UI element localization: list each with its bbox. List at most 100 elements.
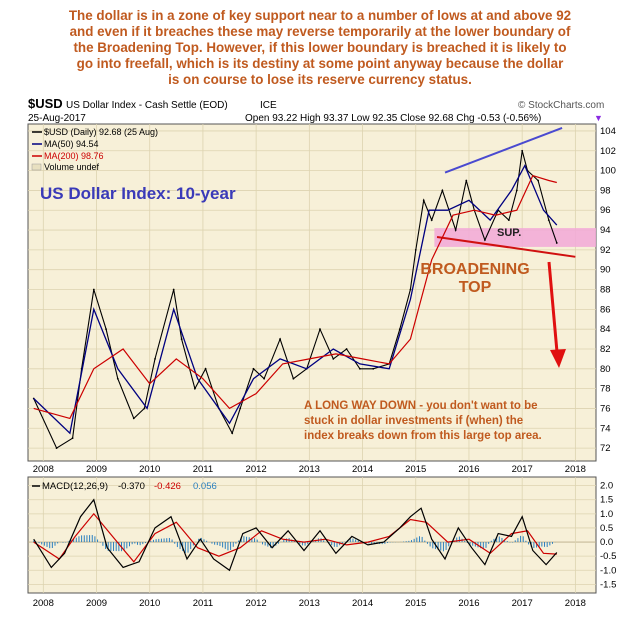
- macd-year-tick-label: 2015: [405, 598, 426, 609]
- chart-title: US Dollar Index: 10-year: [40, 184, 236, 203]
- price-point: [154, 357, 156, 360]
- price-point: [414, 248, 417, 251]
- price-point: [398, 328, 401, 331]
- top-annotation: The dollar is in a zone of key support n…: [40, 8, 600, 88]
- year-tick-label: 2011: [193, 464, 213, 475]
- year-tick-label: 2008: [33, 464, 54, 475]
- macd-tick-label: 0.0: [600, 537, 613, 548]
- price-point: [263, 377, 266, 380]
- index-name: US Dollar Index - Cash Settle (EOD): [66, 100, 228, 111]
- macd-signal-value: -0.426: [154, 481, 181, 492]
- price-point: [484, 239, 486, 241]
- price-point: [132, 417, 135, 420]
- price-point: [409, 288, 412, 291]
- macd-year-tick-label: 2010: [139, 598, 160, 609]
- date-label: 25-Aug-2017: [28, 113, 86, 124]
- price-point: [116, 377, 119, 380]
- annotation-line: go into freefall, which is its destiny a…: [76, 56, 564, 71]
- macd-year-tick-label: 2012: [246, 598, 267, 609]
- price-point: [422, 199, 425, 202]
- price-point: [465, 179, 468, 182]
- macd-tick-label: 1.0: [600, 509, 613, 520]
- symbol-label: $USD: [28, 96, 63, 111]
- year-tick-label: 2016: [458, 464, 479, 475]
- macd-tick-label: 1.5: [600, 495, 613, 506]
- price-tick-label: 78: [600, 384, 611, 395]
- price-point: [430, 219, 433, 222]
- macd-hist-value: 0.056: [193, 481, 217, 492]
- macd-year-tick-label: 2016: [458, 598, 479, 609]
- price-panel-background: [27, 123, 597, 462]
- macd-series: [33, 498, 558, 572]
- price-point: [55, 447, 58, 449]
- legend: $USD (Daily) 92.68 (25 Aug) MA(50) 94.54…: [31, 127, 158, 172]
- price-point: [71, 437, 74, 440]
- price-tick-label: 102: [600, 146, 616, 157]
- price-point: [454, 229, 457, 231]
- price-tick-label: 72: [600, 443, 611, 454]
- price-tick-label: 98: [600, 185, 611, 196]
- macd-year-tick-label: 2018: [565, 598, 586, 609]
- macd-tick-label: -1.0: [600, 565, 616, 576]
- macd-year-tick-label: 2017: [512, 598, 533, 609]
- price-point: [515, 189, 518, 192]
- macd-year-tick-label: 2009: [86, 598, 107, 609]
- macd-tick-label: 0.5: [600, 523, 613, 534]
- price-tick-label: 74: [600, 423, 611, 434]
- annotation-line: the Broadening Top. However, if this low…: [73, 40, 567, 55]
- macd-value: -0.370: [118, 481, 145, 492]
- series-line-usd: [33, 150, 558, 449]
- price-tick-label: 86: [600, 304, 611, 315]
- year-tick-label: 2015: [405, 464, 426, 475]
- price-point: [358, 367, 361, 370]
- macd-year-axis: 2008 2009 2010 2011 2012 2013 2014 2015 2016 2017…: [33, 598, 586, 609]
- down-marker-icon: ▼: [594, 113, 603, 123]
- price-point: [204, 367, 207, 370]
- price-point: [105, 328, 107, 331]
- macd-panel-background: [27, 476, 597, 594]
- price-point: [231, 432, 234, 435]
- year-axis: 2008 2009 2010 2011 2012 2013 2014 2015 2016 2017…: [33, 464, 586, 475]
- price-point: [92, 288, 95, 291]
- year-tick-label: 2014: [352, 464, 373, 475]
- price-point: [537, 179, 540, 182]
- price-point: [521, 149, 524, 152]
- price-point: [172, 288, 175, 291]
- price-point: [239, 407, 242, 410]
- price-tick-label: 90: [600, 265, 611, 276]
- price-tick-label: 82: [600, 344, 611, 355]
- price-point: [555, 242, 558, 244]
- price-tick-label: 94: [600, 225, 611, 236]
- comment-line3: index breaks down from this large top ar…: [304, 430, 542, 442]
- price-tick-label: 96: [600, 205, 611, 216]
- support-label: SUP.: [497, 227, 521, 239]
- price-tick-label: 104: [600, 126, 616, 137]
- price-tick-label: 92: [600, 245, 611, 256]
- macd-tick-label: 2.0: [600, 481, 613, 492]
- macd-tick-label: -0.5: [600, 551, 616, 562]
- macd-label: MACD(12,26,9): [42, 481, 108, 492]
- annotation-line: and even if it breaches these may revers…: [69, 24, 571, 39]
- macd-year-tick-label: 2011: [193, 598, 213, 609]
- down-arrow-shaft: [547, 261, 559, 353]
- price-tick-label: 100: [600, 166, 616, 177]
- price-point: [507, 219, 510, 222]
- pattern-label-line2: TOP: [459, 279, 492, 296]
- price-point: [143, 407, 146, 410]
- comment-line1: A LONG WAY DOWN - you don't want to be: [304, 400, 538, 412]
- year-tick-label: 2010: [139, 464, 160, 475]
- year-tick-label: 2017: [512, 464, 533, 475]
- macd-signal-line: [33, 512, 557, 563]
- pattern-label-line1: BROADENING: [420, 261, 529, 278]
- macd-tick-label: -1.5: [600, 579, 616, 590]
- legend-swatch-volume: [31, 163, 42, 171]
- legend-price: $USD (Daily) 92.68 (25 Aug): [44, 127, 158, 137]
- legend-volume: Volume undef: [44, 162, 100, 172]
- price-point: [319, 328, 321, 331]
- annotation-line: The dollar is in a zone of key support n…: [68, 8, 572, 23]
- year-tick-label: 2012: [246, 464, 267, 475]
- price-point: [292, 377, 295, 380]
- legend-ma50: MA(50) 94.54: [44, 139, 99, 149]
